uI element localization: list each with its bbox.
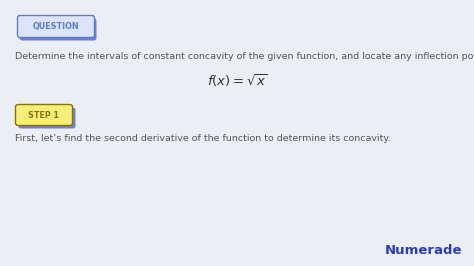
Text: First, let’s find the second derivative of the function to determine its concavi: First, let’s find the second derivative … bbox=[15, 134, 391, 143]
Text: Numerade: Numerade bbox=[384, 244, 462, 257]
Text: Determine the intervals of constant concavity of the given function, and locate : Determine the intervals of constant conc… bbox=[15, 52, 474, 61]
FancyBboxPatch shape bbox=[19, 19, 97, 40]
FancyBboxPatch shape bbox=[18, 107, 75, 128]
Text: $f(x) = \sqrt{x}$: $f(x) = \sqrt{x}$ bbox=[207, 72, 267, 89]
FancyBboxPatch shape bbox=[18, 15, 94, 38]
Text: STEP 1: STEP 1 bbox=[28, 110, 60, 119]
Text: QUESTION: QUESTION bbox=[33, 22, 79, 31]
FancyBboxPatch shape bbox=[16, 105, 73, 126]
